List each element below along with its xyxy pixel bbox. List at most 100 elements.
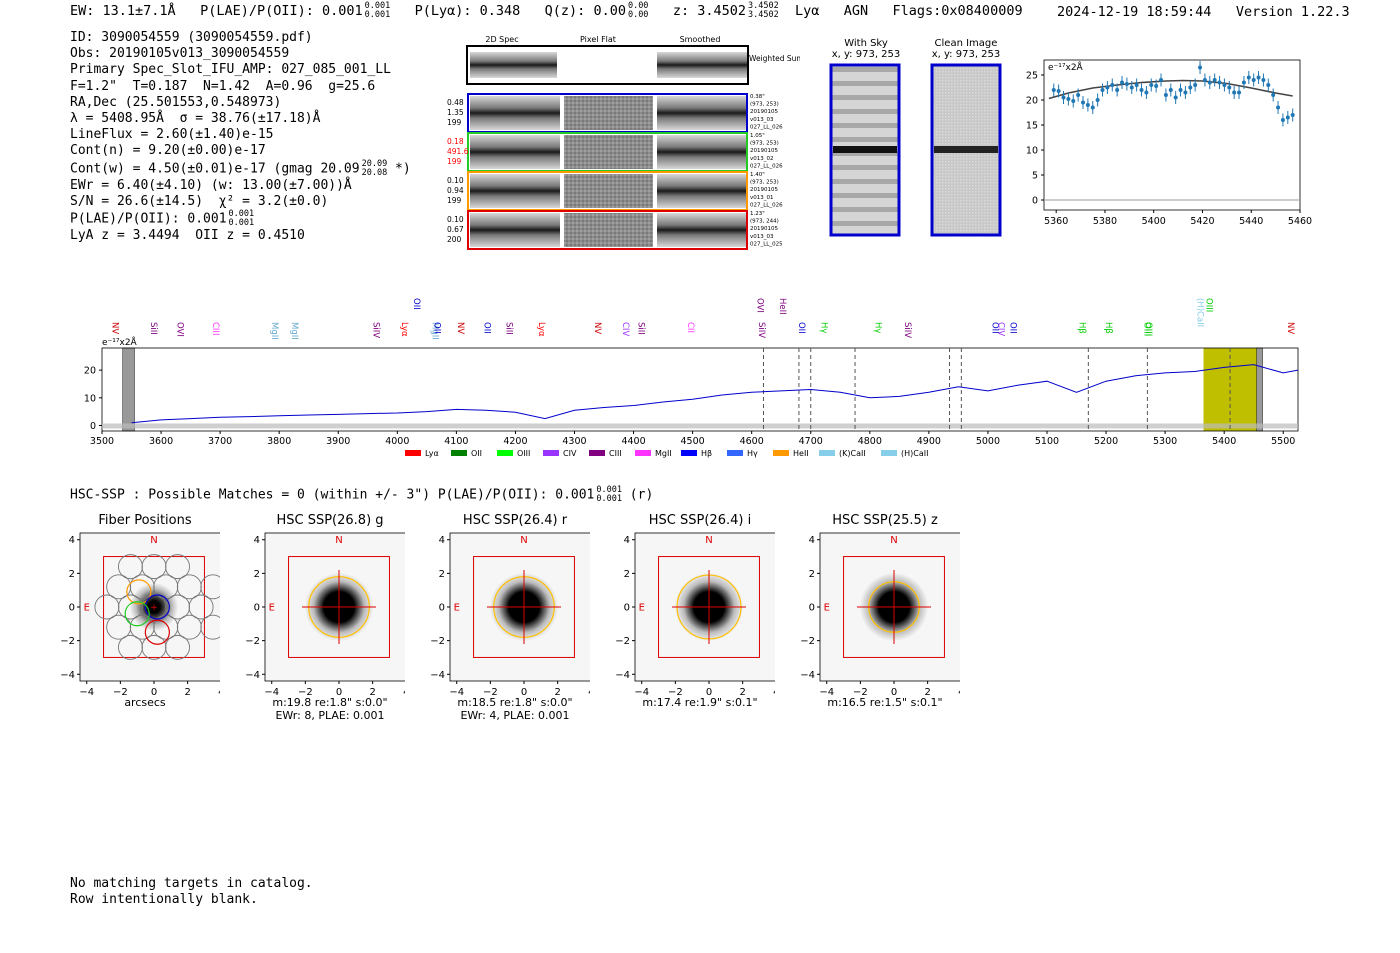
emission-line-label: OII [411,298,421,310]
header-timestamp: 2024-12-19 18:59:44 Version 1.22.3 [1057,4,1350,20]
with-sky-xy: x, y: 973, 253 [831,49,901,60]
panel-xtick-label: −2 [113,687,128,698]
zoom-point [1261,78,1266,82]
cutout-info: 20190105 [750,226,778,232]
legend-swatch [451,450,467,456]
panel-ytick-label: 2 [439,569,445,580]
info-contw: Cont(w) = 4.50(±0.01)e-17 (gmag 20.09 20.… [70,159,411,178]
fiber-circle [129,614,155,640]
cutout-info: 027_LL_025 [750,241,783,247]
emission-line-label: SiIV [371,322,381,338]
emission-line-label: CIV [620,322,630,336]
north-label: N [890,535,897,546]
zoom-point [1120,80,1125,85]
fiber-circle [118,594,143,620]
zoom-point [1115,88,1120,92]
panel-ytick-label: 4 [809,535,815,546]
emission-line-label: MgII [269,322,279,340]
panel-caption-line: m:19.8 re:1.8" s:0.0" [272,696,388,709]
hsc-summary-text: HSC-SSP : Possible Matches = 0 (within +… [70,487,595,503]
emission-line-label: SiII [635,322,645,335]
search-box [843,556,945,658]
weighted-2dspec [470,52,557,78]
col-smoothed: Smoothed [680,35,721,44]
col-pixelflat: Pixel Flat [580,35,616,44]
zoom-point [1149,83,1154,87]
emission-line-label: Hγ [818,322,828,333]
info-sn: S/N = 26.6(±14.5) χ² = 3.2(±0.0) [70,193,329,209]
zoom-point [1129,85,1134,90]
hsc-summary: HSC-SSP : Possible Matches = 0 (within +… [70,486,653,504]
zoom-xtick-label: 5460 [1288,216,1312,227]
zoom-frame [1043,59,1301,211]
cutout-smoothed [657,174,746,208]
panel-ytick-label: −2 [430,636,445,647]
panel-ytick-label: 0 [254,603,260,614]
plae-hi: 0.001 [364,1,391,11]
fiber-circle [118,634,143,660]
zoom-point [1163,93,1168,97]
cutout-2dspec [470,213,560,247]
with-sky-title: With Sky [844,38,888,49]
fiber-green [124,601,150,627]
zoom-point [1090,105,1095,110]
zoom-point [1110,83,1115,87]
zoom-point [1066,97,1071,101]
zoom-point [1144,90,1149,95]
fiber-circle [165,554,190,580]
masked-region [122,347,135,432]
panel-title: Fiber Positions [98,513,192,528]
panel-title: HSC SSP(26.8) g [276,513,384,528]
fiber-circle [106,614,132,640]
cutout-num2: 0.94 [447,186,464,195]
emission-line-label: OVI [175,322,185,337]
cutout-info: 027_LL_026 [750,124,783,130]
legend-label: Hβ [701,449,712,458]
detection-marker: + [150,603,158,613]
panel-ytick-label: 0 [69,603,75,614]
cutout-num3: 199 [447,157,462,166]
zoom-point [1266,83,1271,87]
panel-ytick-label: −4 [60,670,75,681]
spec-xtick-label: 4200 [503,436,527,447]
spec-xtick-label: 5300 [1153,436,1177,447]
fiber-circle [106,574,132,600]
spec-xtick-label: 3700 [208,436,232,447]
emission-line-label: Hβ [1076,322,1086,334]
cutout-num2: 491.6 [447,147,469,156]
emission-line-label: MgII [289,322,299,340]
catalog-footer: No matching targets in catalog. Row inte… [70,876,313,907]
panel-ytick-label: −4 [800,670,815,681]
panel-ytick-label: −4 [615,670,630,681]
panel-caption: m:19.8 re:1.8" s:0.0" EWr: 8, PLAE: 0.001 [245,696,415,722]
agn-flag: AGN [843,3,869,19]
panel-ytick-label: 0 [439,603,445,614]
cutout-num3: 199 [447,196,462,205]
legend-label: CIII [609,449,622,458]
panel-caption: m:17.4 re:1.9" s:0.1" [615,696,785,709]
zoom-spectrum-chart: 5360 5380 5400 5420 5440 5460 0 5 10 15 20 25 e⁻¹⁷x2… [1026,59,1312,227]
spec-xtick-label: 3600 [149,436,173,447]
legend-label: (H)CaII [901,449,928,458]
cutout-2dspec [470,135,560,169]
zoom-point [1207,80,1212,85]
cutout-pixelflat [564,96,653,130]
zoom-ytick-label: 5 [1032,171,1038,182]
cutout-pixelflat [564,174,653,208]
cutout-info: (973, 253) [750,180,779,186]
search-box [288,556,390,658]
fiber-orange [126,579,152,605]
legend-swatch [681,450,697,456]
panel-xtick-label: 2 [924,687,930,698]
clean-image-xy: x, y: 973, 253 [931,49,1001,60]
panel-image: N E −4 −4 −2 −2 0 0 2 2 4 4 [430,532,590,698]
contw-text: Cont(w) = 4.50(±0.01)e-17 (gmag 20.09 [70,161,360,177]
cutout-num1: 0.18 [447,137,464,146]
zoom-point [1105,85,1110,90]
plya-value: P(Lyα): 0.348 [414,3,521,19]
emission-line-label: OII [990,322,1000,334]
panel-ytick-label: −2 [60,636,75,647]
spec-xtick-label: 3900 [326,436,350,447]
east-label: E [84,603,90,614]
detection-info: ID: 3090054559 (3090054559.pdf) Obs: 201… [70,30,411,244]
